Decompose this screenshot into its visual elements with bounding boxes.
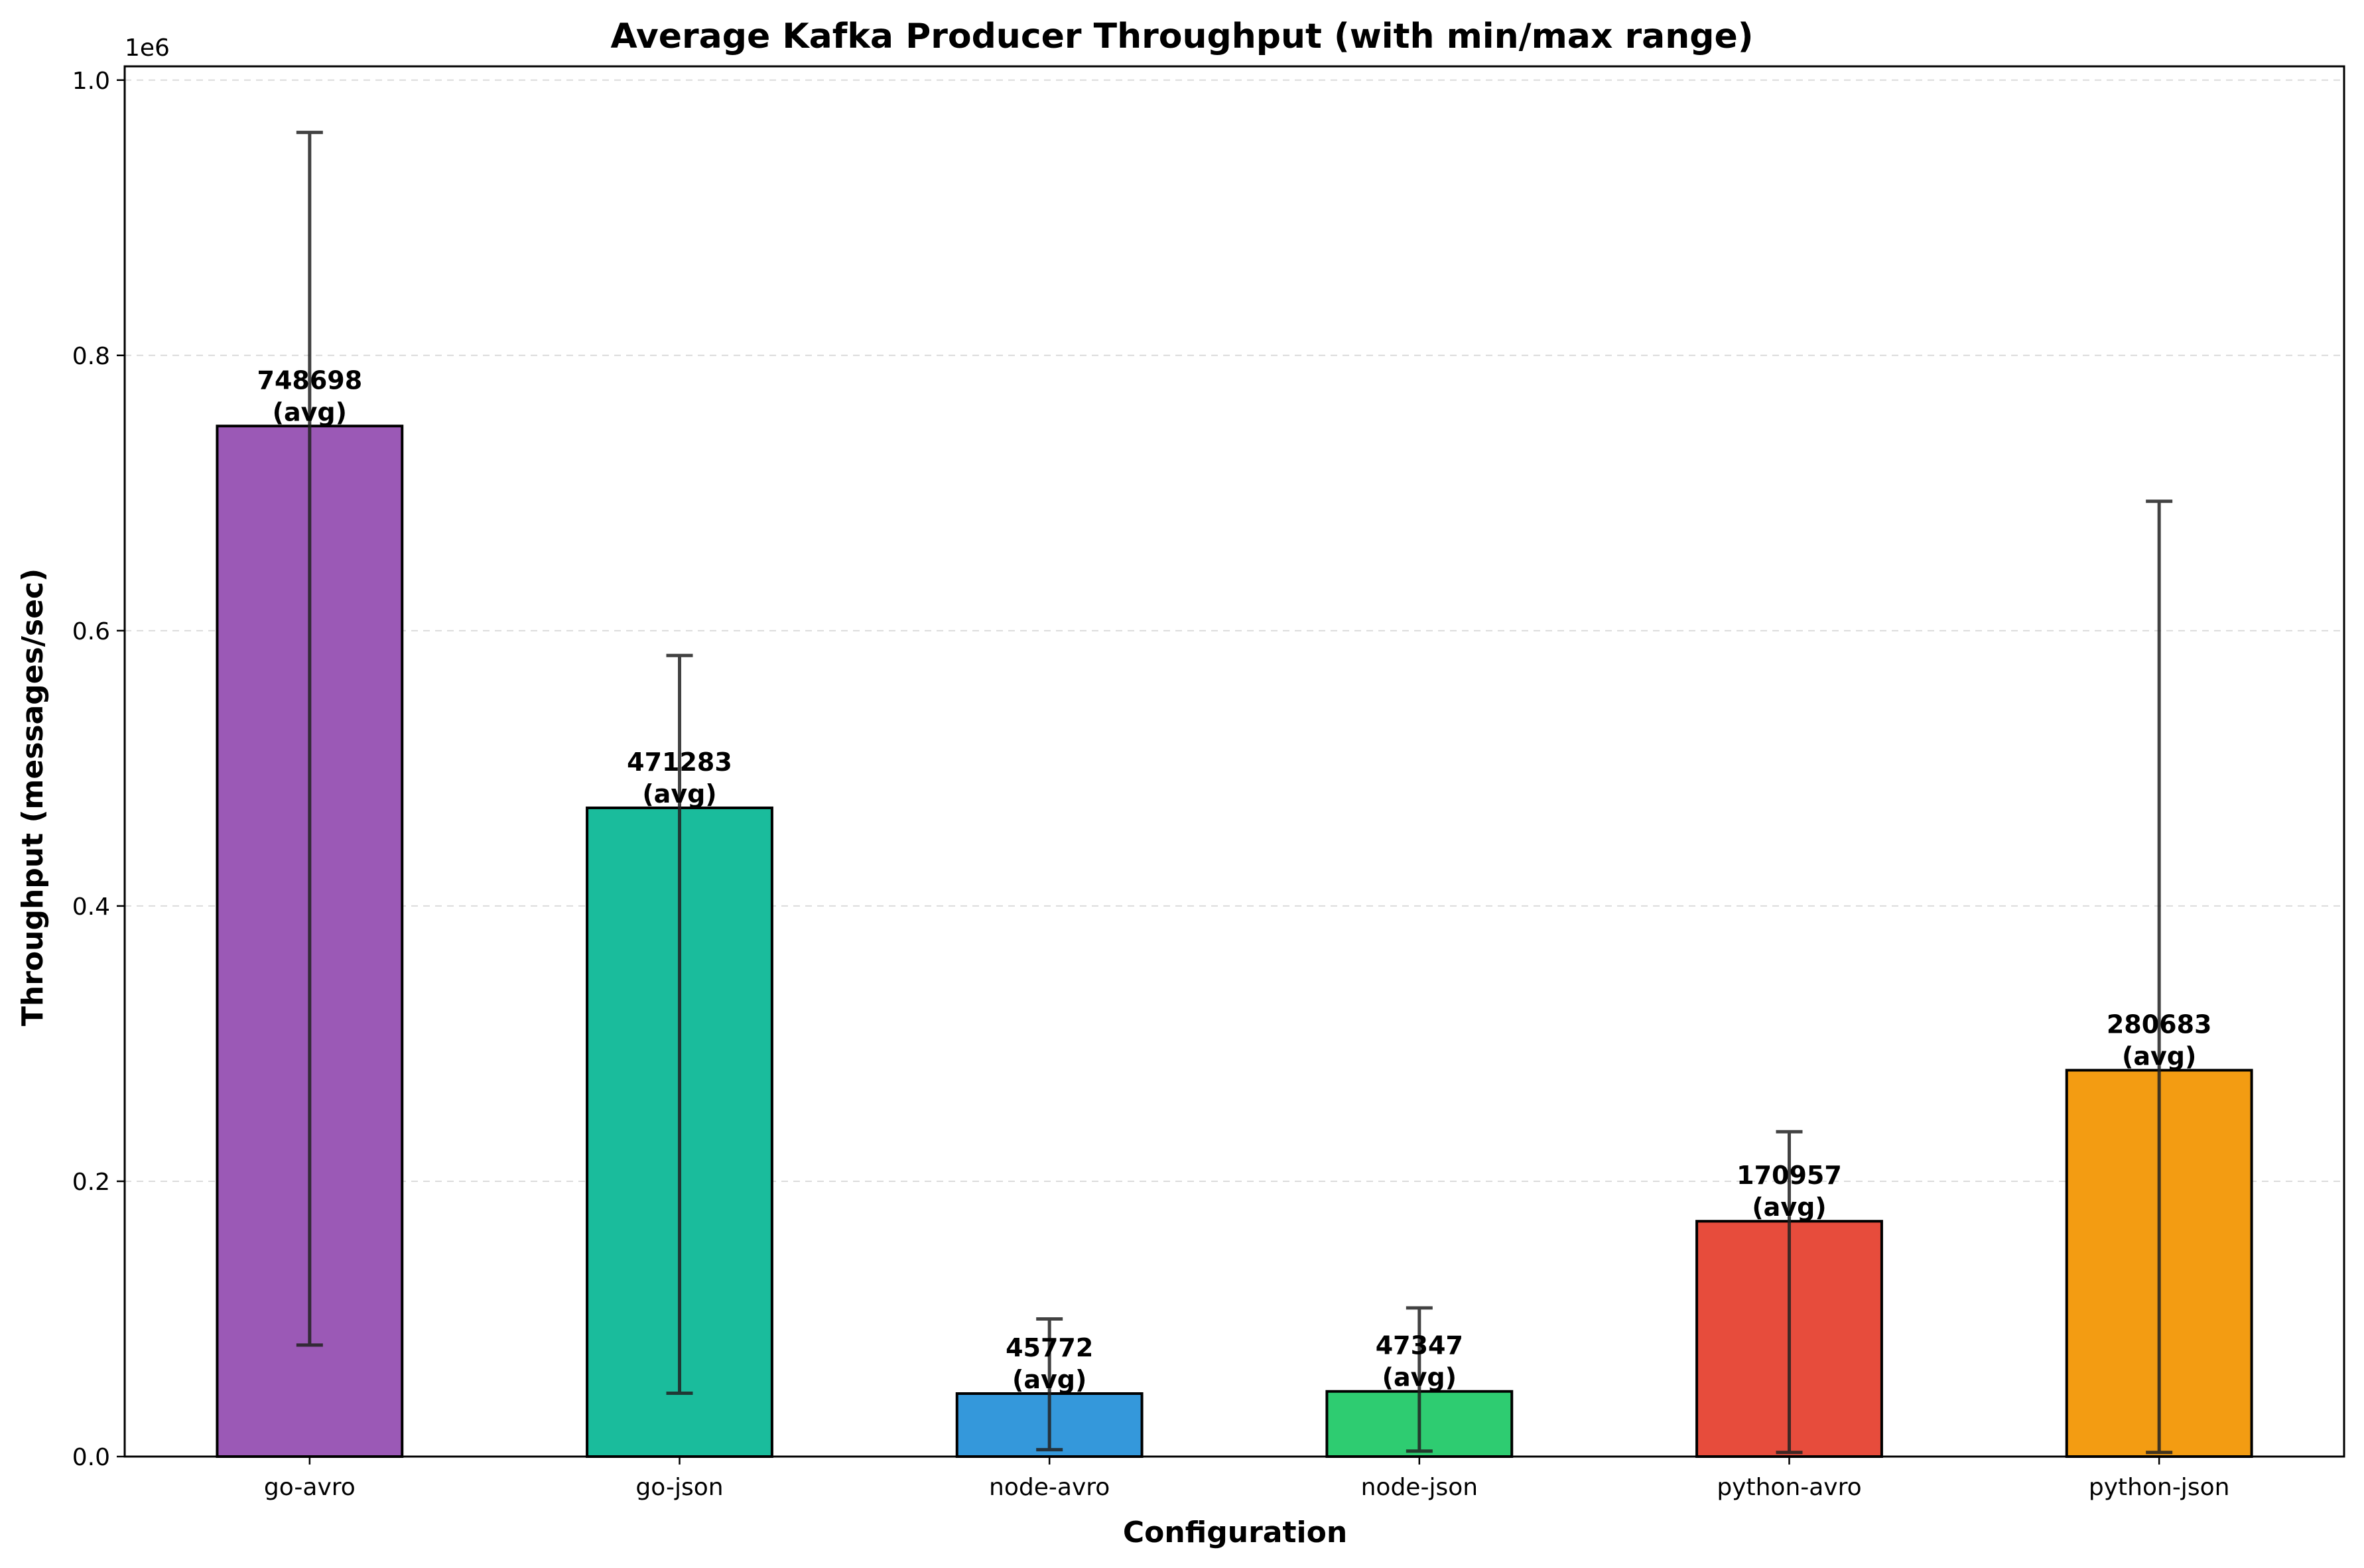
x-tick-label: node-avro bbox=[989, 1474, 1110, 1501]
bar-value-label: 47347 bbox=[1376, 1331, 1463, 1360]
bar-value-suffix: (avg) bbox=[2122, 1042, 2196, 1071]
bar-value-suffix: (avg) bbox=[1382, 1363, 1457, 1392]
x-tick-label: python-avro bbox=[1717, 1474, 1861, 1501]
error-bar-node-json bbox=[1406, 1306, 1433, 1453]
grid-layer bbox=[125, 79, 2344, 1182]
axes-layer: 0.0 0.2 0.4 0.6 0.8 1.0 go-avro go-json node-avr… bbox=[72, 65, 2345, 1501]
error-bar-python-avro bbox=[1776, 1130, 1803, 1455]
y-tick-label: 1.0 bbox=[72, 68, 110, 95]
bar-value-label: 471283 bbox=[627, 748, 732, 777]
plot-frame bbox=[123, 65, 2345, 1458]
y-tick-label: 0.0 bbox=[72, 1444, 110, 1471]
error-bar-python-json bbox=[2146, 499, 2173, 1455]
bar-value-suffix: (avg) bbox=[1752, 1193, 1826, 1222]
y-tick-label: 0.8 bbox=[72, 343, 110, 370]
bar-value-suffix: (avg) bbox=[642, 779, 716, 809]
bar-value-label: 45772 bbox=[1006, 1333, 1093, 1362]
x-tick-label: go-avro bbox=[264, 1474, 356, 1501]
error-bar-go-avro bbox=[296, 131, 323, 1347]
bar-value-suffix: (avg) bbox=[273, 397, 347, 426]
error-bars-layer bbox=[296, 131, 2173, 1455]
y-tick-label: 0.2 bbox=[72, 1169, 110, 1196]
x-tick-label: python-json bbox=[2089, 1474, 2230, 1501]
bar-labels-layer: 748698(avg)471283(avg)45772(avg)47347(av… bbox=[257, 365, 2212, 1394]
y-tick-label: 0.6 bbox=[72, 618, 110, 645]
y-tick-label: 0.4 bbox=[72, 893, 110, 921]
error-bar-go-json bbox=[666, 653, 693, 1396]
bar-value-label: 280683 bbox=[2107, 1010, 2212, 1039]
bar-value-suffix: (avg) bbox=[1012, 1365, 1086, 1394]
bars-layer bbox=[216, 425, 2253, 1458]
x-tick-label: node-json bbox=[1361, 1474, 1478, 1501]
bar-value-label: 170957 bbox=[1737, 1161, 1842, 1190]
y-axis-offset-label: 1e6 bbox=[125, 34, 170, 62]
chart-title: Average Kafka Producer Throughput (with … bbox=[610, 17, 1753, 56]
x-axis-title: Configuration bbox=[1123, 1516, 1347, 1549]
x-tick-label: go-json bbox=[635, 1474, 723, 1501]
y-axis-title: Throughput (messages/sec) bbox=[16, 568, 50, 1026]
bar-value-label: 748698 bbox=[257, 365, 363, 395]
error-bar-node-avro bbox=[1036, 1317, 1063, 1452]
